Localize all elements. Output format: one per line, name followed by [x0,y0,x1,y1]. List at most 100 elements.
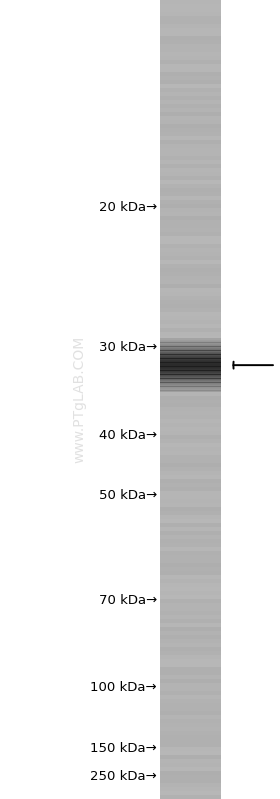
Bar [160,248,221,252]
Bar [160,435,221,439]
Bar [160,739,221,743]
Bar [160,699,221,703]
Bar [160,639,221,643]
Bar [160,4,221,8]
Bar [160,76,221,80]
Bar [160,455,221,459]
Bar [160,619,221,623]
Bar [160,695,221,699]
Bar [160,349,221,351]
Bar [160,389,221,391]
Bar [160,511,221,515]
Bar [160,531,221,535]
Bar [160,571,221,575]
Bar [160,40,221,44]
Bar [160,583,221,587]
Bar [160,507,221,511]
Bar [160,369,221,371]
Bar [160,523,221,527]
Bar [160,140,221,144]
Bar [160,575,221,579]
Bar [160,240,221,244]
Bar [160,743,221,747]
Bar [160,379,221,380]
Bar [160,723,221,727]
Bar [160,727,221,731]
Bar [160,272,221,276]
Bar [160,168,221,172]
Bar [160,479,221,483]
Bar [160,184,221,188]
Bar [160,20,221,24]
Bar [160,791,221,795]
Bar [160,647,221,651]
Bar [160,208,221,212]
Bar [160,276,221,280]
Bar [160,316,221,320]
Bar [160,364,221,368]
Bar [160,367,221,368]
Bar [160,100,221,104]
Bar [160,340,221,341]
Bar [160,779,221,783]
Text: 30 kDa→: 30 kDa→ [99,341,157,354]
Bar [160,359,221,360]
Bar [160,56,221,60]
Bar [160,180,221,184]
Bar [160,92,221,96]
Bar [160,44,221,48]
Bar [160,719,221,723]
Bar [160,487,221,491]
Bar [160,385,221,387]
Bar [160,172,221,176]
Bar [160,595,221,599]
Bar [160,80,221,84]
Bar [160,372,221,376]
Bar [160,228,221,232]
Bar [160,244,221,248]
Text: 70 kDa→: 70 kDa→ [99,594,157,607]
Bar [160,400,221,403]
Bar [160,188,221,192]
Text: 50 kDa→: 50 kDa→ [99,489,157,502]
Bar [160,220,221,224]
Bar [160,623,221,627]
Bar [160,380,221,384]
Bar [160,519,221,523]
Text: 250 kDa→: 250 kDa→ [90,770,157,783]
Bar [160,659,221,663]
Bar [160,431,221,435]
Bar [160,535,221,539]
Bar [160,423,221,427]
Bar [160,567,221,571]
Bar [160,407,221,411]
Bar [160,679,221,683]
Bar [160,611,221,615]
Bar [160,360,221,361]
Bar [160,691,221,695]
Bar [160,48,221,52]
Bar [160,381,221,383]
Bar [160,380,221,381]
Bar [160,16,221,20]
Bar [160,32,221,36]
Bar [160,8,221,12]
Bar [160,344,221,345]
Bar [160,655,221,659]
Bar [160,288,221,292]
Bar [160,124,221,128]
Bar [160,591,221,595]
Bar [160,631,221,635]
Bar [160,439,221,443]
Bar [160,387,221,388]
Bar [160,711,221,715]
Bar [160,355,221,356]
Bar [160,360,221,364]
Bar [160,471,221,475]
Bar [160,372,221,373]
Bar [160,339,221,340]
Bar [160,667,221,671]
Bar [160,783,221,787]
Bar [160,551,221,555]
Text: 100 kDa→: 100 kDa→ [90,681,157,694]
